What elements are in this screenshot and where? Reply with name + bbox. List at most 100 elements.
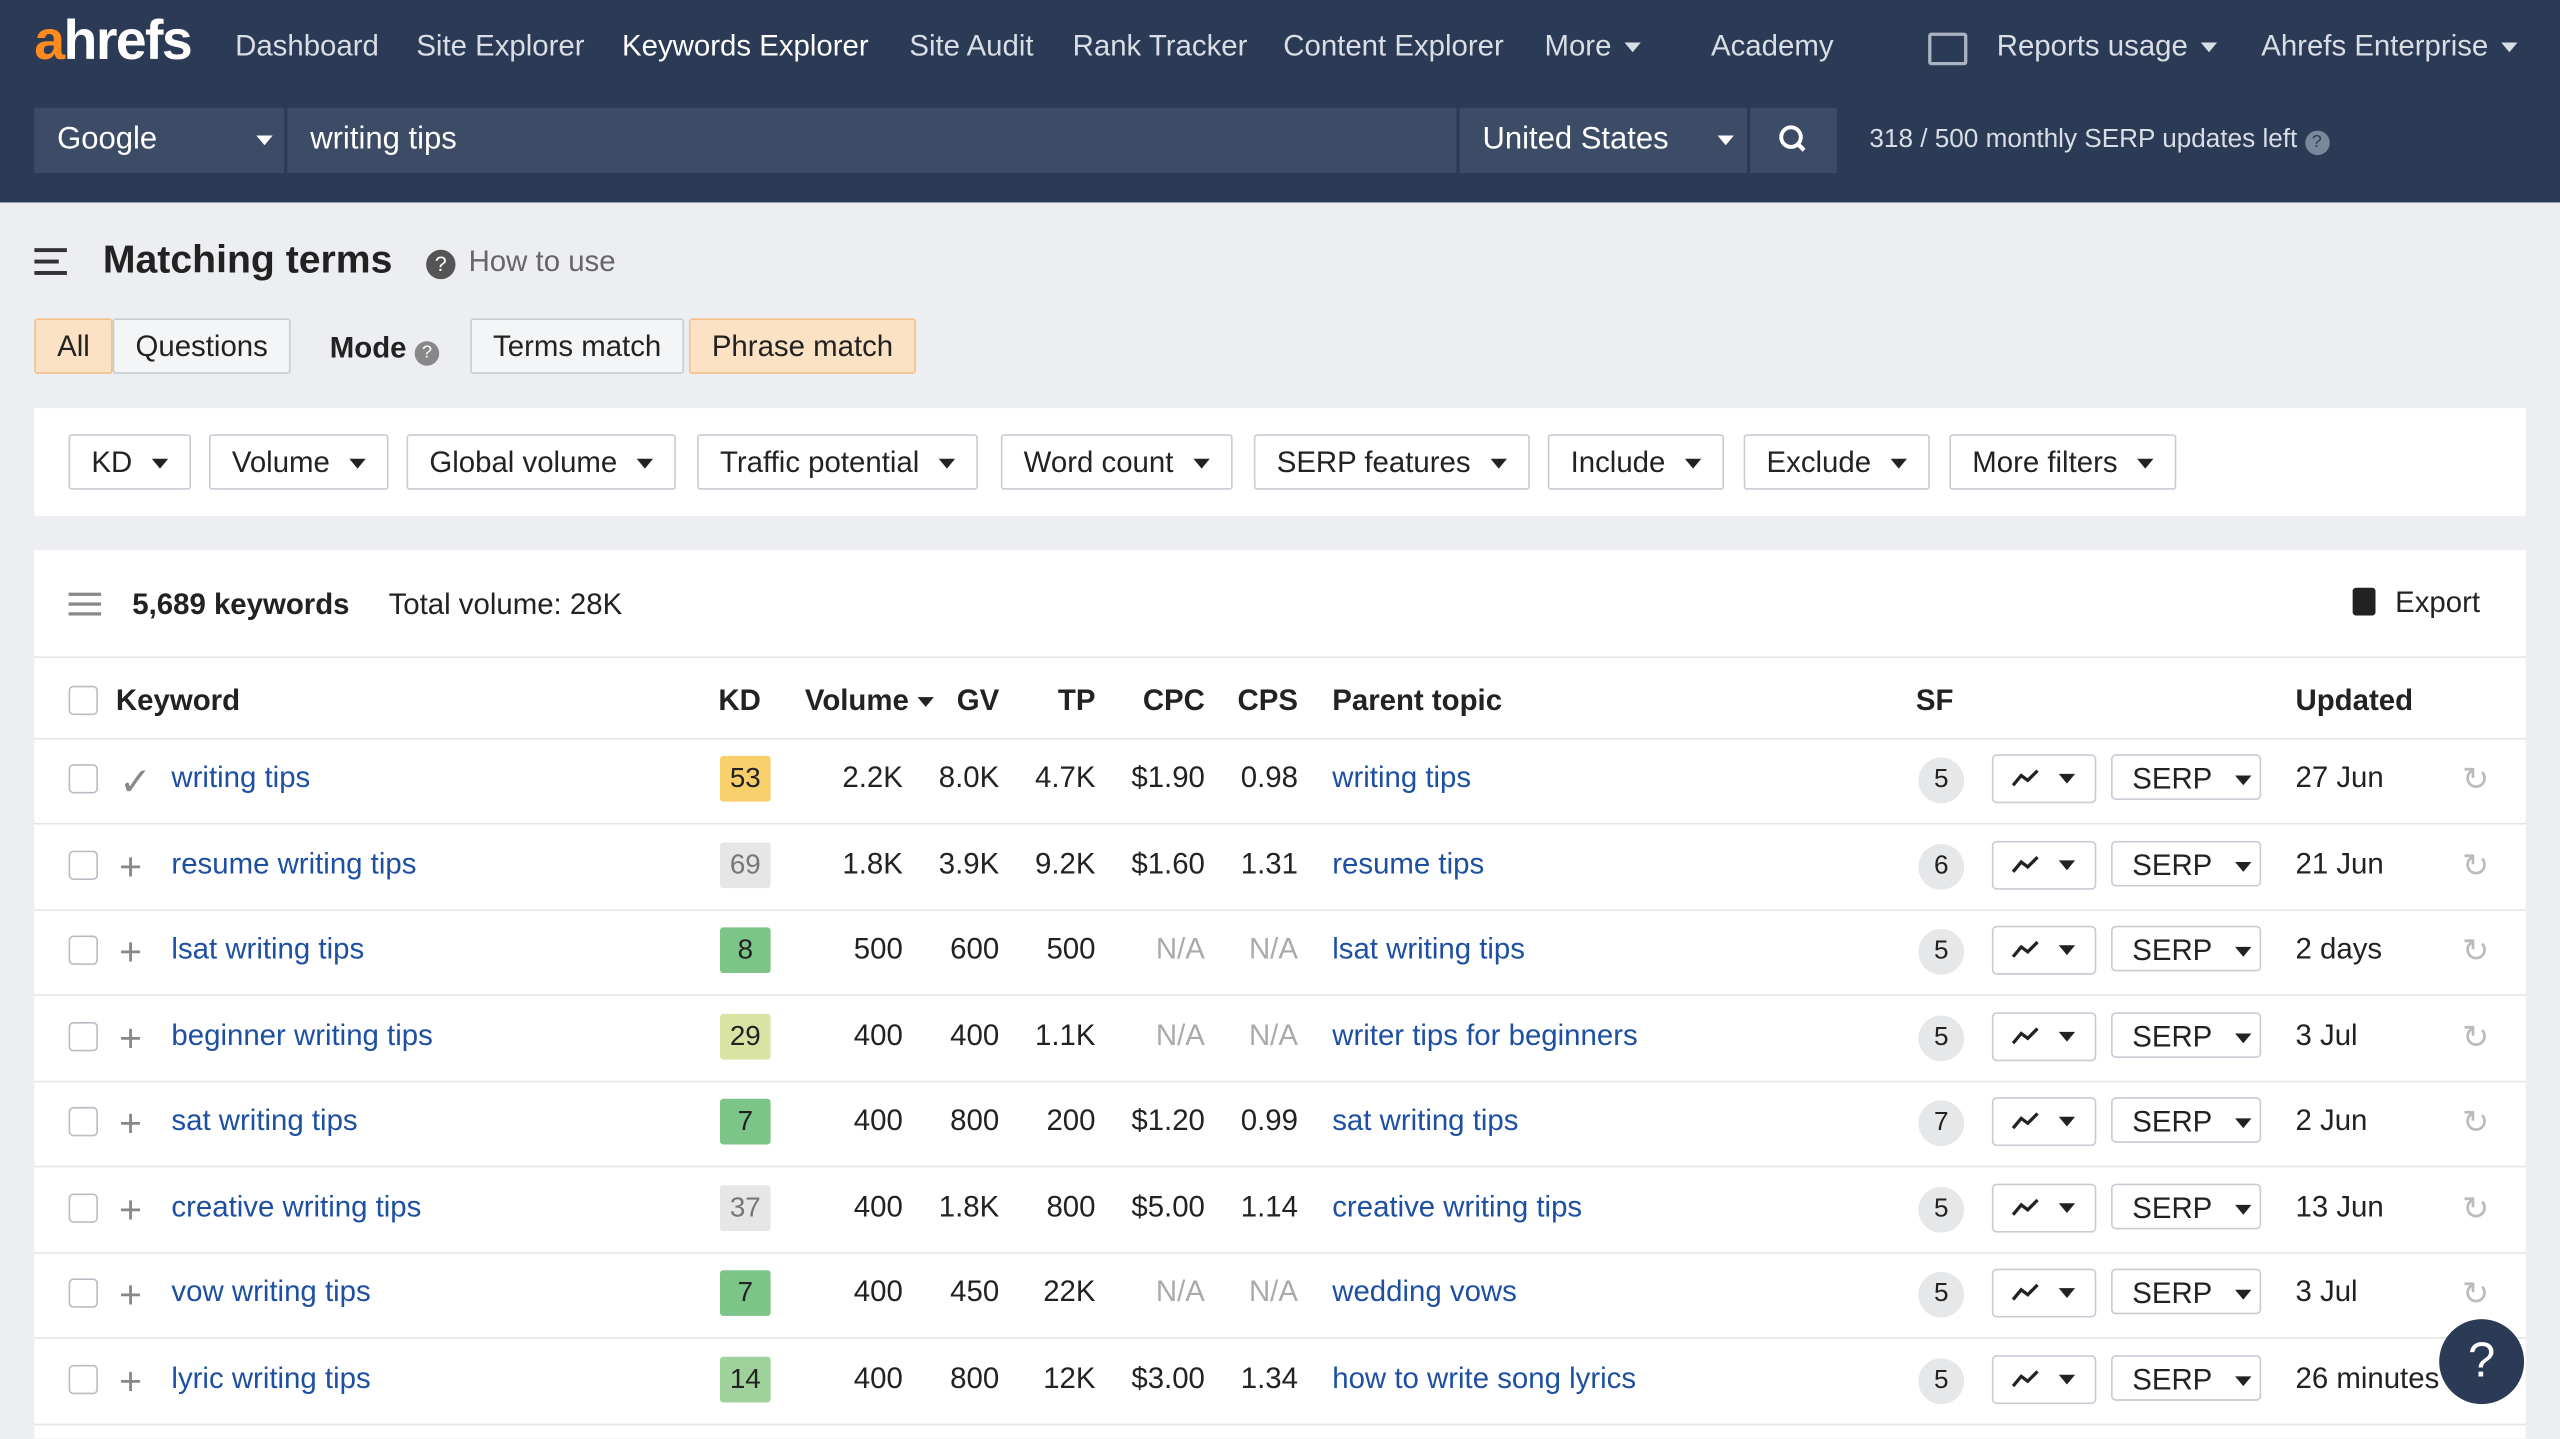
add-icon[interactable]: +	[119, 1187, 143, 1232]
column-header[interactable]: KD	[718, 684, 761, 717]
add-icon[interactable]: +	[119, 1102, 143, 1147]
column-header[interactable]: CPS	[1237, 684, 1298, 717]
checkbox[interactable]	[68, 1278, 98, 1308]
column-header[interactable]: Keyword	[115, 684, 241, 717]
refresh-icon[interactable]: ↻	[2462, 848, 2490, 885]
sf-badge[interactable]: 5	[1918, 1014, 1965, 1061]
serp-button[interactable]: SERP	[2111, 1354, 2262, 1400]
serp-button[interactable]: SERP	[2111, 1011, 2262, 1058]
nav-item[interactable]: Content Explorer	[1283, 29, 1504, 63]
trend-button[interactable]	[1991, 1182, 2097, 1232]
refresh-icon[interactable]: ↻	[2462, 1191, 2490, 1227]
nav-item[interactable]: Rank Tracker	[1072, 29, 1248, 63]
add-icon[interactable]: +	[119, 930, 143, 975]
trend-button[interactable]	[1991, 1268, 2097, 1318]
column-header[interactable]: Parent topic	[1332, 684, 1503, 717]
added-icon[interactable]: ✓	[119, 760, 153, 805]
checkbox[interactable]	[68, 849, 98, 880]
keyword[interactable]: vow writing tips	[171, 1275, 371, 1308]
checkbox[interactable]	[68, 764, 98, 794]
serp-button[interactable]: SERP	[2111, 925, 2262, 972]
filter[interactable]: Volume	[208, 434, 389, 490]
sf-badge[interactable]: 7	[1918, 1100, 1965, 1147]
checkbox[interactable]	[68, 685, 98, 716]
refresh-icon[interactable]: ↻	[2462, 1019, 2490, 1056]
filter[interactable]: Global volume	[406, 434, 677, 490]
parent-topic[interactable]: lsat writing tips	[1332, 932, 1525, 965]
tab[interactable]: Questions	[112, 318, 291, 374]
keyword[interactable]: resume writing tips	[171, 846, 417, 880]
filter[interactable]: SERP features	[1253, 434, 1530, 490]
add-icon[interactable]: +	[119, 844, 143, 889]
sf-badge[interactable]: 5	[1918, 1357, 1965, 1404]
parent-topic[interactable]: creative writing tips	[1332, 1189, 1583, 1223]
parent-topic[interactable]: writing tips	[1332, 760, 1472, 794]
keyword[interactable]: sat writing tips	[171, 1103, 358, 1137]
filter[interactable]: Include	[1547, 434, 1725, 490]
logo[interactable]: ahrefs	[34, 9, 192, 72]
keyword[interactable]: writing tips	[171, 760, 311, 794]
sf-badge[interactable]: 5	[1918, 757, 1965, 804]
column-header[interactable]: SF	[1915, 684, 1954, 717]
column-header[interactable]: CPC	[1142, 684, 1205, 717]
column-header[interactable]: Updated	[2295, 684, 2414, 717]
nav-item[interactable]: More	[1544, 29, 1641, 63]
checkbox[interactable]	[68, 1364, 98, 1394]
trend-button[interactable]	[1991, 754, 2097, 804]
checkbox[interactable]	[68, 1106, 98, 1137]
help-button[interactable]: ?	[2439, 1319, 2525, 1405]
column-header[interactable]: Volume	[805, 684, 934, 718]
keyword[interactable]: creative writing tips	[171, 1189, 422, 1223]
filter[interactable]: More filters	[1949, 434, 2177, 490]
checkbox[interactable]	[68, 935, 98, 965]
serp-button[interactable]: SERP	[2111, 1182, 2262, 1229]
keyword[interactable]: beginner writing tips	[171, 1017, 433, 1051]
checkbox[interactable]	[68, 1192, 98, 1223]
keyword[interactable]: lsat writing tips	[171, 932, 365, 965]
sf-badge[interactable]: 6	[1918, 843, 1965, 889]
parent-topic[interactable]: wedding vows	[1332, 1275, 1517, 1308]
serp-button[interactable]: SERP	[2111, 1097, 2262, 1143]
parent-topic[interactable]: how to write song lyrics	[1332, 1360, 1637, 1394]
column-header[interactable]: GV	[956, 684, 1000, 717]
account[interactable]: Ahrefs Enterprise	[2261, 29, 2518, 63]
tab[interactable]: All	[34, 318, 113, 374]
sf-badge[interactable]: 5	[1918, 1186, 1965, 1232]
trend-button[interactable]	[1991, 1011, 2097, 1061]
columns-icon[interactable]	[68, 591, 102, 617]
refresh-icon[interactable]: ↻	[2462, 933, 2490, 970]
query-input[interactable]: writing tips	[287, 107, 1457, 174]
filter[interactable]: Traffic potential	[697, 434, 979, 490]
filter[interactable]: Word count	[1000, 434, 1233, 490]
sf-badge[interactable]: 5	[1918, 1271, 1965, 1318]
nav-item[interactable]: Site Explorer	[416, 29, 585, 63]
serp-button[interactable]: SERP	[2111, 1268, 2262, 1315]
refresh-icon[interactable]: ↻	[2462, 762, 2490, 799]
academy[interactable]: Academy	[1711, 29, 1834, 63]
country-select[interactable]: United States	[1459, 107, 1747, 174]
serp-button[interactable]: SERP	[2111, 839, 2262, 886]
add-icon[interactable]: +	[119, 1273, 143, 1318]
nav-item[interactable]: Keywords Explorer	[622, 29, 869, 63]
export[interactable]: Export	[2352, 586, 2480, 620]
parent-topic[interactable]: resume tips	[1332, 846, 1485, 880]
parent-topic[interactable]: writer tips for beginners	[1332, 1017, 1638, 1051]
add-icon[interactable]: +	[119, 1359, 143, 1404]
nav-item[interactable]: Dashboard	[235, 29, 379, 63]
serp-button[interactable]: SERP	[2111, 754, 2262, 800]
refresh-icon[interactable]: ↻	[2462, 1105, 2490, 1142]
trend-button[interactable]	[1991, 839, 2097, 889]
add-icon[interactable]: +	[119, 1016, 143, 1061]
parent-topic[interactable]: sat writing tips	[1332, 1103, 1519, 1137]
keyword[interactable]: lyric writing tips	[171, 1360, 371, 1394]
checkbox[interactable]	[68, 1021, 98, 1051]
mode[interactable]: Phrase match	[688, 318, 917, 374]
engine-select[interactable]: Google	[34, 107, 285, 174]
refresh-icon[interactable]: ↻	[2462, 1276, 2490, 1313]
nav-item[interactable]: Site Audit	[909, 29, 1034, 63]
trend-button[interactable]	[1991, 1354, 2097, 1404]
filter[interactable]: Exclude	[1743, 434, 1930, 490]
trend-button[interactable]	[1991, 925, 2097, 975]
column-header[interactable]: TP	[1057, 684, 1096, 717]
menu-icon[interactable]	[34, 247, 67, 276]
